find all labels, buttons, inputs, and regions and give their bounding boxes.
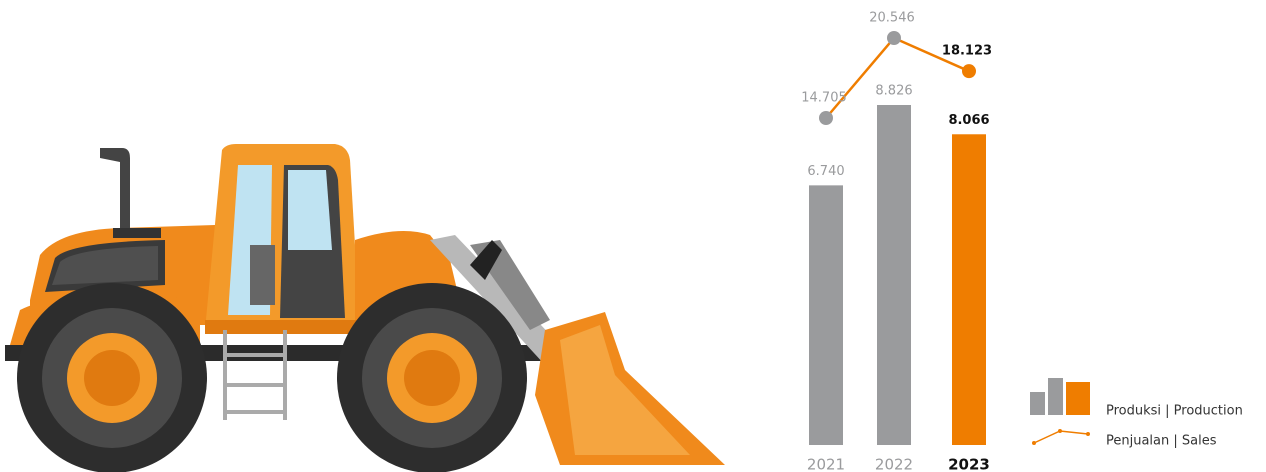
legend-bar-icon [1030, 392, 1045, 415]
sales-value-label: 18.123 [942, 44, 992, 59]
legend-label: Penjualan | Sales [1106, 434, 1217, 449]
page: 6.740 8.826 8.066 14.705 20.546 18.123 2021 202… [0, 0, 1266, 472]
bar-value-label: 8.066 [948, 113, 989, 128]
legend-line-icon [1034, 431, 1088, 443]
x-tick-label: 2022 [875, 456, 913, 472]
sales-value-label: 14.705 [801, 91, 847, 106]
sales-point [887, 31, 901, 45]
legend-bar-icon [1048, 378, 1063, 415]
x-tick-label: 2023 [948, 456, 990, 472]
x-tick-label: 2021 [807, 456, 845, 472]
legend-line-dot [1032, 441, 1036, 445]
bar [809, 185, 843, 445]
bar [877, 105, 911, 445]
bar-value-label: 6.740 [807, 164, 844, 179]
sales-point [819, 111, 833, 125]
bar-value-label: 8.826 [875, 84, 912, 99]
legend-bar-icon [1066, 382, 1090, 415]
sales-value-label: 20.546 [869, 11, 915, 26]
legend-line-dot [1058, 429, 1062, 433]
legend-line-dot [1086, 432, 1090, 436]
legend-label: Produksi | Production [1106, 404, 1243, 419]
sales-point [962, 64, 976, 78]
bar [952, 134, 986, 445]
loader-illustration [5, 144, 725, 472]
